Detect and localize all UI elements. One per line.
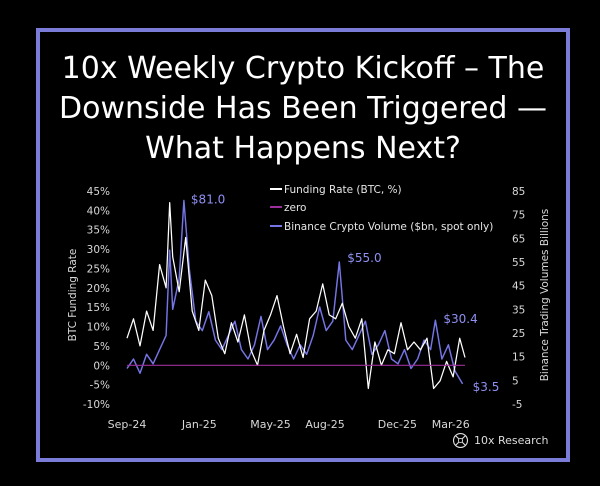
- 10x-research-logo-icon: [452, 432, 469, 449]
- left-tick-label: -10%: [83, 399, 110, 411]
- left-axis-title: BTC Funding Rate: [67, 249, 79, 342]
- legend-label: Funding Rate (BTC, %): [284, 184, 402, 196]
- x-tick-label: Aug-25: [305, 418, 344, 431]
- right-tick-label: 25: [512, 328, 525, 340]
- left-tick-label: 5%: [93, 341, 110, 353]
- series-line-funding-rate: [126, 201, 466, 390]
- data-annotation-label: $81.0: [191, 192, 225, 206]
- legend-label: zero: [284, 202, 306, 214]
- right-tick-label: 75: [512, 210, 525, 222]
- data-annotation-label: $30.4: [443, 312, 477, 326]
- right-tick-label: 15: [512, 352, 525, 364]
- left-tick-label: 20%: [87, 283, 110, 295]
- chart-title: 10x Weekly Crypto Kickoff – The Downside…: [59, 51, 547, 166]
- left-tick-label: 40%: [87, 205, 110, 217]
- right-axis-title: Binance Trading Volumes Billions: [539, 209, 551, 382]
- left-tick-label: 45%: [87, 186, 110, 198]
- left-tick-label: 0%: [93, 360, 110, 372]
- left-tick-label: 10%: [87, 322, 110, 334]
- brand-name: 10x Research: [474, 433, 549, 447]
- right-tick-label: 65: [512, 233, 525, 245]
- brand-mark: 10x Research: [452, 432, 548, 449]
- left-tick-label: 25%: [87, 263, 110, 275]
- left-tick-label: -5%: [90, 380, 110, 392]
- left-tick-label: 30%: [87, 244, 110, 256]
- left-tick-label: 35%: [87, 225, 110, 237]
- right-tick-label: 5: [512, 375, 519, 387]
- legend-label: Binance Crypto Volume ($bn, spot only): [284, 221, 493, 233]
- right-tick-label: 35: [512, 304, 525, 316]
- right-tick-label: 45: [512, 281, 525, 293]
- right-tick-label: -5: [512, 399, 522, 411]
- x-tick-label: May-25: [250, 418, 291, 431]
- x-tick-label: Sep-24: [108, 418, 147, 431]
- chart-frame: [36, 28, 570, 462]
- right-tick-label: 85: [512, 186, 525, 198]
- x-tick-label: Dec-25: [378, 418, 417, 431]
- data-annotation-label: $55.0: [347, 251, 381, 265]
- x-tick-label: Mar-26: [432, 418, 470, 431]
- left-tick-label: 15%: [87, 302, 110, 314]
- data-annotation-label: $3.5: [473, 380, 500, 394]
- x-tick-label: Jan-25: [181, 418, 217, 431]
- right-tick-label: 55: [512, 257, 525, 269]
